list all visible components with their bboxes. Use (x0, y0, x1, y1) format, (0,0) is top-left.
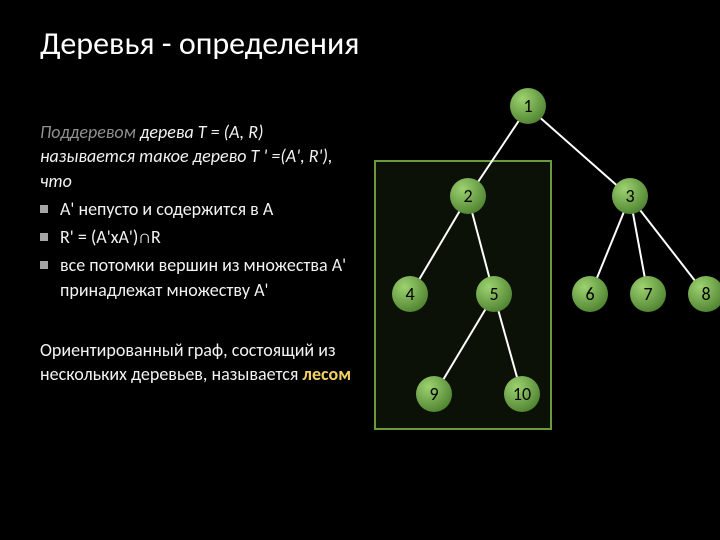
bullet-marker-icon (40, 205, 48, 213)
bullet-item: все потомки вершин из множества A' прина… (40, 253, 360, 302)
tree-node: 8 (688, 276, 720, 312)
forest-word: лесом (303, 363, 352, 385)
tree-node: 1 (510, 88, 546, 124)
bullet-item: A' непусто и содержится в A (40, 197, 360, 221)
tree-node: 9 (416, 376, 452, 412)
bullet-text: R' = (A'xA')∩R (60, 225, 161, 249)
bullet-text: все потомки вершин из множества A' прина… (60, 253, 360, 302)
bullet-text: A' непусто и содержится в A (60, 197, 273, 221)
slide-title: Деревья - определения (40, 24, 359, 63)
tree-node: 5 (476, 276, 512, 312)
definition-intro: Поддеревом дерева T = (A, R) называется … (40, 120, 360, 193)
bullet-item: R' = (A'xA')∩R (40, 225, 360, 249)
tree-node: 2 (450, 178, 486, 214)
tree-node: 3 (612, 178, 648, 214)
tree-node: 7 (630, 276, 666, 312)
forest-definition: Ориентированный граф, состоящий из неско… (40, 338, 360, 387)
tree-diagram: 12345678910 (370, 80, 710, 460)
definition-block: Поддеревом дерева T = (A, R) называется … (40, 120, 360, 387)
tree-node: 4 (392, 276, 428, 312)
tree-node: 6 (572, 276, 608, 312)
bullet-marker-icon (40, 233, 48, 241)
bullet-marker-icon (40, 261, 48, 269)
forest-text: Ориентированный граф, состоящий из неско… (40, 339, 336, 385)
tree-node: 10 (504, 376, 540, 412)
subtree-term: Поддеревом (40, 121, 136, 143)
